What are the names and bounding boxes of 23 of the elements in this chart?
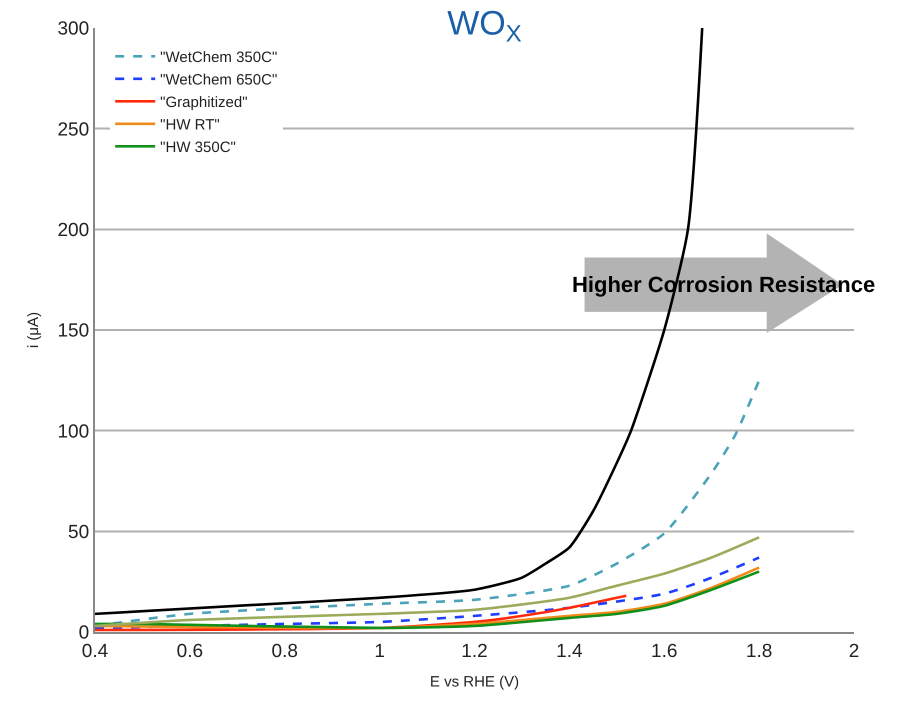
legend-label: "HW 350C" [160,139,236,156]
y-tick-label: 50 [68,522,90,543]
y-axis-title: i (μA) [25,312,42,348]
legend-label: "Graphitized" [160,94,248,112]
y-tick-label: 250 [57,119,90,140]
y-tick-label: 100 [57,421,90,442]
legend-label: "HW RT" [160,116,220,134]
x-tick-label: 1.8 [746,640,772,662]
x-tick-label: 1.6 [651,640,678,662]
y-tick-label: 200 [57,220,90,241]
y-tick-label: 300 [57,18,90,40]
x-tick-label: 0.6 [176,640,204,662]
chart-title: WO$_{X}$ [447,4,522,48]
line-series [95,536,760,628]
x-tick-label: 2 [848,640,860,662]
legend-label: "WetChem 350C" [160,49,278,66]
x-axis-title: E vs RHE (V) [430,673,520,690]
y-tick-label: 150 [57,320,90,342]
x-tick-label: 0.8 [272,640,298,662]
x-tick-label: 1.2 [461,640,488,662]
x-tick-label: 1 [374,640,385,662]
legend-label: "WetChem 650C" [160,72,278,89]
x-tick-label: 1.4 [556,640,584,662]
